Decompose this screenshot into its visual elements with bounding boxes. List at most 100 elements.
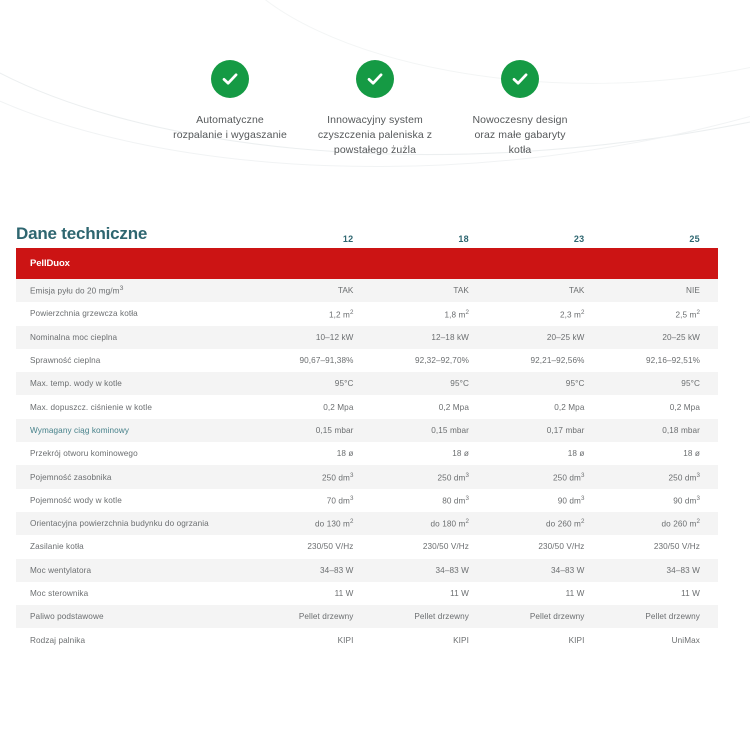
spec-value-col-12: 90,67–91,38% — [299, 356, 354, 366]
spec-value-col-12: 1,2 m2 — [328, 308, 354, 320]
spec-value-col-18: 0,15 mbar — [431, 425, 469, 435]
table-row: Moc wentylatora 34–83 W 34–83 W 34–83 W 34–8… — [16, 558, 718, 582]
spec-value-col-23: 34–83 W — [551, 565, 585, 575]
spec-label: Pojemność zasobnika — [30, 472, 112, 482]
spec-value-col-25: 250 dm3 — [668, 471, 700, 483]
feature-label: Nowoczesny design oraz małe gabaryty kotła — [472, 114, 568, 157]
spec-value-col-25: 18 ø — [683, 449, 700, 459]
spec-label: Zasilanie kotła — [30, 542, 84, 552]
spec-label: Emisja pyłu do 20 mg/m3 — [30, 285, 124, 297]
spec-value-col-18: 1,8 m2 — [444, 308, 469, 320]
table-row: Orientacyjna powierzchnia budynku do ogr… — [16, 511, 718, 536]
spec-value-col-18: 230/50 V/Hz — [422, 542, 469, 552]
table-row: Powierzchnia grzewcza kotła 1,2 m2 1,8 m2 2… — [16, 302, 718, 326]
spec-value-col-12: 11 W — [334, 589, 354, 598]
spec-label: Powierzchnia grzewcza kotła — [30, 309, 138, 319]
spec-value-col-23: 92,21–92,56% — [530, 356, 585, 366]
spec-value-col-12: TAK — [337, 286, 354, 296]
spec-label: Paliwo podstawowe — [30, 612, 104, 622]
spec-value-col-12: 10–12 kW — [315, 332, 354, 342]
spec-value-col-18: 11 W — [450, 589, 469, 598]
spec-value-col-23: Pellet drzewny — [529, 612, 585, 622]
column-header-25: 25 — [689, 234, 700, 244]
spec-value-col-12: 18 ø — [336, 449, 354, 459]
spec-label: Moc sterownika — [30, 589, 89, 598]
feature-item: Automatyczne rozpalanie i wygaszanie — [160, 60, 300, 143]
spec-value-col-12: 34–83 W — [320, 565, 354, 575]
column-header-23: 23 — [573, 234, 585, 244]
spec-label: Pojemność wody w kotle — [30, 495, 122, 505]
table-row: Rodzaj palnika KIPI KIPI KIPI UniMax — [16, 628, 718, 652]
spec-label: Sprawność cieplna — [30, 356, 101, 366]
table-row: Wymagany ciąg kominowy 0,15 mbar 0,15 mbar… — [16, 418, 718, 443]
table-row: Emisja pyłu do 20 mg/m3 TAK TAK TAK NIE — [16, 279, 718, 303]
table-row: Moc sterownika 11 W 11 W 11 W 11 W — [16, 581, 718, 606]
spec-value-col-12: KIPI — [337, 635, 354, 645]
spec-value-col-25: 11 W — [681, 589, 700, 598]
specifications-table: Emisja pyłu do 20 mg/m3 TAK TAK TAK NIE Powie… — [16, 279, 718, 652]
spec-label: Rodzaj palnika — [30, 635, 86, 645]
specifications-table-body: Emisja pyłu do 20 mg/m3 TAK TAK TAK NIE Powie… — [16, 279, 718, 652]
spec-value-col-18: 18 ø — [452, 449, 469, 459]
table-row: Paliwo podstawowe Pellet drzewny Pellet dr… — [16, 605, 718, 629]
spec-value-col-23: 11 W — [565, 589, 585, 598]
table-row: Max. temp. wody w kotle 95°C 95°C 95°C 95°C — [16, 372, 718, 396]
spec-value-col-12: 95°C — [334, 379, 354, 389]
spec-value-col-23: 2,3 m2 — [559, 308, 585, 320]
table-row: Pojemność zasobnika 250 dm3 250 dm3 250 dm3… — [16, 465, 718, 489]
spec-value-col-12: 230/50 V/Hz — [307, 542, 354, 552]
spec-value-col-23: TAK — [568, 286, 585, 296]
column-header-group: 12 18 23 25 — [256, 234, 718, 244]
spec-value-col-25: 34–83 W — [666, 565, 700, 575]
page-title: Dane techniczne — [16, 224, 148, 243]
feature-item: Nowoczesny design oraz małe gabaryty kotła — [450, 60, 590, 159]
spec-value-col-23: 20–25 kW — [546, 332, 585, 342]
table-row: Nominalna moc cieplna 10–12 kW 12–18 kW 20–… — [16, 325, 718, 349]
spec-value-col-25: 95°C — [681, 379, 700, 389]
table-row: Pojemność wody w kotle 70 dm3 80 dm3 90 dm3… — [16, 488, 718, 512]
hero-features-section: Automatyczne rozpalanie i wygaszanie Inno… — [0, 0, 750, 200]
spec-label: Moc wentylatora — [30, 565, 92, 575]
spec-value-col-23: 250 dm3 — [553, 471, 585, 483]
spec-value-col-18: KIPI — [453, 635, 469, 645]
spec-value-col-12: 0,2 Mpa — [323, 402, 354, 412]
table-header-row: Dane techniczne 12 18 23 25 — [16, 214, 718, 248]
check-circle-icon — [501, 60, 539, 98]
spec-value-col-23: 90 dm3 — [557, 494, 585, 506]
brand-banner: PellDuox — [16, 248, 718, 279]
spec-value-col-25: do 260 m2 — [661, 518, 700, 529]
spec-value-col-23: 0,2 Mpa — [554, 402, 585, 412]
spec-value-col-12: Pellet drzewny — [298, 612, 354, 622]
spec-value-col-25: 20–25 kW — [662, 332, 700, 342]
spec-label: Nominalna moc cieplna — [30, 332, 118, 342]
spec-value-col-18: 250 dm3 — [437, 471, 469, 483]
spec-value-col-25: 0,18 mbar — [662, 425, 700, 435]
spec-label: Przekrój otworu kominowego — [30, 449, 138, 459]
spec-value-col-18: 92,32–92,70% — [414, 356, 469, 366]
spec-value-col-12: 0,15 mbar — [315, 425, 354, 435]
spec-value-col-12: do 130 m2 — [315, 518, 354, 529]
table-row: Przekrój otworu kominowego 18 ø 18 ø 18 ø 18… — [16, 442, 718, 466]
pellduox-logo: PellDuox — [30, 258, 70, 269]
feature-item: Innowacyjny system czyszczenia paleniska … — [305, 60, 445, 159]
technical-data-section: Dane techniczne 12 18 23 25 PellDuox Emi… — [16, 214, 718, 652]
feature-label: Innowacyjny system czyszczenia paleniska … — [317, 114, 433, 157]
spec-value-col-12: 70 dm3 — [326, 494, 354, 506]
spec-value-col-18: 34–83 W — [435, 565, 469, 575]
spec-value-col-18: 0,2 Mpa — [438, 402, 469, 412]
spec-value-col-23: KIPI — [568, 635, 585, 645]
spec-value-col-18: do 180 m2 — [430, 518, 469, 529]
spec-label: Max. dopuszcz. ciśnienie w kotle — [30, 402, 152, 412]
column-header-12: 12 — [342, 234, 354, 244]
table-row: Sprawność cieplna 90,67–91,38% 92,32–92,70… — [16, 348, 718, 373]
spec-value-col-25: Pellet drzewny — [645, 612, 700, 622]
check-circle-icon — [356, 60, 394, 98]
spec-label: Max. temp. wody w kotle — [30, 379, 122, 389]
spec-value-col-12: 250 dm3 — [322, 471, 354, 483]
column-header-18: 18 — [458, 234, 469, 244]
spec-label[interactable]: Wymagany ciąg kominowy — [30, 425, 130, 435]
spec-label: Orientacyjna powierzchnia budynku do ogr… — [30, 519, 209, 529]
spec-value-col-25: 230/50 V/Hz — [653, 542, 700, 552]
spec-value-col-25: 90 dm3 — [673, 494, 700, 506]
